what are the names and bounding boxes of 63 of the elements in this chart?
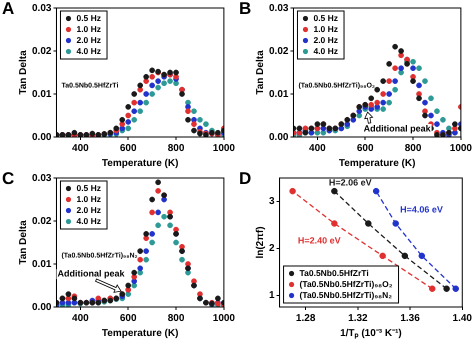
x-tick-label: 800 xyxy=(168,312,185,324)
y-tick-label: 1 xyxy=(269,290,275,302)
legend-label: (Ta0.5Nb0.5HfZrTi)₉₈N₂ xyxy=(300,290,392,300)
y-tick-label: 0.00 xyxy=(32,132,52,143)
legend-label: 4.0 Hz xyxy=(76,46,102,56)
legend-label: 2.0 Hz xyxy=(76,204,102,215)
x-tick-label: 1000 xyxy=(212,142,236,154)
x-tick-label: 400 xyxy=(72,312,90,324)
x-axis-title: 1/Tₚ (10⁻³ K⁻¹) xyxy=(340,328,402,339)
x-tick-label: 400 xyxy=(309,142,326,154)
chart-title: B xyxy=(239,0,252,18)
legend-label: 1.0 Hz xyxy=(313,24,338,34)
y-tick-label: 0.02 xyxy=(32,46,52,57)
annotation: H=4.06 eV xyxy=(400,204,443,215)
x-tick-label: 800 xyxy=(168,142,185,154)
x-tick-label: 1.32 xyxy=(348,312,368,324)
y-tick-label: 0.01 xyxy=(268,88,289,100)
x-axis-title: Temperature (K) xyxy=(102,328,178,339)
legend-label: Ta0.5Nb0.5HfZrTi xyxy=(300,268,369,278)
chart-title: A xyxy=(2,0,14,18)
x-tick-label: 1.40 xyxy=(452,312,472,324)
y-axis-title: ln(2πf) xyxy=(254,226,266,259)
y-tick-label: 0.03 xyxy=(32,2,52,14)
x-tick-label: 600 xyxy=(120,142,137,154)
x-tick-label: 1.28 xyxy=(296,312,316,324)
legend-label: 2.0 Hz xyxy=(313,34,338,45)
y-tick-label: 0.01 xyxy=(32,258,52,270)
chart-title: D xyxy=(239,169,252,188)
y-tick-label: 0.02 xyxy=(268,46,289,57)
x-axis-title: Temperature (K) xyxy=(338,158,416,169)
y-axis-title: Tan Delta xyxy=(18,220,29,265)
y-tick-label: 0.00 xyxy=(32,302,52,313)
y-axis-title: Tan Delta xyxy=(18,50,29,95)
legend-label: 2.0 Hz xyxy=(76,34,102,45)
x-axis-title: Temperature (K) xyxy=(102,158,178,169)
legend-label: 0.5 Hz xyxy=(76,12,102,23)
y-tick-label: 0.02 xyxy=(32,216,52,227)
y-tick-label: 3 xyxy=(269,196,275,208)
annotation: H=2.06 eV xyxy=(328,178,372,188)
x-tick-label: 400 xyxy=(72,142,90,154)
x-tick-label: 800 xyxy=(404,142,422,154)
x-tick-label: 1000 xyxy=(212,312,236,324)
y-axis-title: Tan Delta xyxy=(254,50,266,95)
annotation: H=2.40 eV xyxy=(298,236,341,246)
legend-label: 0.5 Hz xyxy=(313,12,338,23)
legend-label: 4.0 Hz xyxy=(76,216,102,226)
x-tick-label: 600 xyxy=(120,312,137,324)
x-tick-label: 1.36 xyxy=(400,312,420,324)
legend-label: 0.5 Hz xyxy=(76,182,102,193)
y-tick-label: 0.01 xyxy=(32,88,52,100)
legend-label: 1.0 Hz xyxy=(76,194,102,204)
legend-label: 4.0 Hz xyxy=(313,46,338,56)
y-tick-label: 2 xyxy=(269,243,275,254)
annotation: Additional peak xyxy=(364,124,432,134)
legend-label: 1.0 Hz xyxy=(76,24,102,34)
y-tick-label: 0.00 xyxy=(268,132,289,143)
y-tick-label: 0.03 xyxy=(268,2,289,14)
legend-label: (Ta0.5Nb0.5HfZrTi)₉₈O₂ xyxy=(300,278,393,289)
x-tick-label: 1000 xyxy=(450,142,472,154)
chart-title: C xyxy=(2,169,14,188)
annotation: Additional peak xyxy=(58,268,126,279)
y-tick-label: 0.03 xyxy=(32,172,52,184)
x-tick-label: 600 xyxy=(356,142,374,154)
